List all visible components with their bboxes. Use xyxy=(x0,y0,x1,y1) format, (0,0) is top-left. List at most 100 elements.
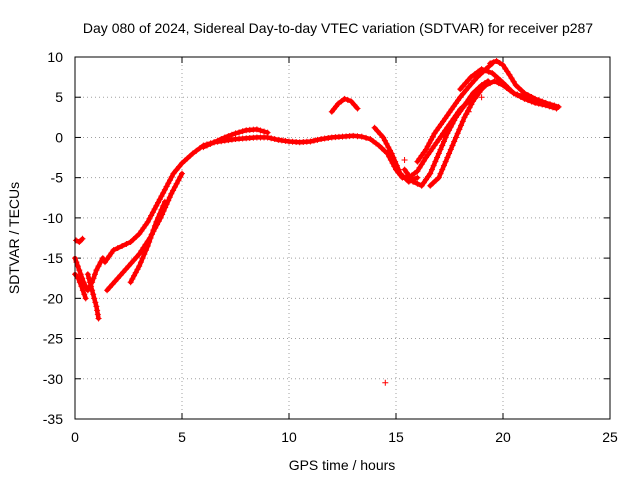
data-point xyxy=(496,60,503,67)
axis-ticks: 0 5 10 15 20 25 10 5 0 -5 -10 -15 -20 -25 -30 -35 xyxy=(43,49,618,445)
data-point xyxy=(475,68,482,75)
data-point xyxy=(517,92,524,99)
data-point xyxy=(123,241,130,248)
x-tick-label: 10 xyxy=(281,429,297,445)
data-point xyxy=(444,112,451,119)
data-point xyxy=(378,145,385,152)
data-point xyxy=(136,230,143,237)
data-point xyxy=(446,150,453,157)
data-point xyxy=(420,179,427,186)
series-arc-k xyxy=(401,78,492,189)
data-point xyxy=(446,109,453,116)
data-point xyxy=(395,166,402,173)
data-point xyxy=(449,120,456,127)
data-point xyxy=(465,96,472,103)
outlier-point xyxy=(478,94,485,101)
data-point xyxy=(318,136,325,143)
data-point xyxy=(446,127,453,134)
data-point xyxy=(440,118,447,125)
data-point xyxy=(466,104,473,111)
outlier-point xyxy=(401,156,408,163)
data-point xyxy=(430,162,437,169)
data-point xyxy=(449,142,456,149)
data-point xyxy=(512,82,519,89)
data-point xyxy=(95,263,102,270)
data-point xyxy=(457,94,464,101)
data-point xyxy=(176,163,183,170)
data-point xyxy=(106,253,113,260)
data-point xyxy=(465,77,472,84)
data-point xyxy=(268,135,275,142)
data-point xyxy=(175,177,182,184)
data-point xyxy=(392,158,399,165)
outlier-point xyxy=(382,379,389,386)
data-point xyxy=(325,134,332,141)
data-point xyxy=(429,145,436,152)
data-point xyxy=(156,196,163,203)
data-point xyxy=(94,307,101,314)
x-tick-label: 5 xyxy=(178,429,186,445)
data-point xyxy=(128,260,135,267)
data-point xyxy=(136,263,143,270)
data-point xyxy=(393,162,400,169)
series-band xyxy=(102,78,559,265)
data-point xyxy=(542,100,549,107)
data-point xyxy=(467,74,474,81)
data-point xyxy=(493,58,500,65)
data-point xyxy=(431,130,438,137)
data-point xyxy=(474,74,481,81)
data-point xyxy=(155,214,162,221)
data-point xyxy=(462,87,469,94)
data-point xyxy=(422,154,429,161)
data-point xyxy=(148,212,155,219)
data-point xyxy=(173,167,180,174)
data-point xyxy=(385,144,392,151)
y-tick-label: 10 xyxy=(47,49,63,65)
data-point xyxy=(275,136,282,143)
data-point xyxy=(490,59,497,66)
data-point xyxy=(114,275,121,282)
data-point xyxy=(539,99,546,106)
data-point xyxy=(439,142,446,149)
data-point xyxy=(506,71,513,78)
data-point xyxy=(491,78,498,85)
data-point xyxy=(505,84,512,91)
data-point xyxy=(424,143,431,150)
data-point xyxy=(203,142,210,149)
data-point xyxy=(440,162,447,169)
data-point xyxy=(278,137,285,144)
data-point xyxy=(439,166,446,173)
data-point xyxy=(428,166,435,173)
x-axis-label: GPS time / hours xyxy=(289,457,396,473)
data-point xyxy=(253,126,260,133)
data-point xyxy=(532,97,539,104)
data-point xyxy=(400,173,407,180)
x-tick-label: 20 xyxy=(495,429,511,445)
data-point xyxy=(459,83,466,90)
data-point xyxy=(117,272,124,279)
data-point xyxy=(236,129,243,136)
data-point xyxy=(76,239,83,246)
data-point xyxy=(515,84,522,91)
data-point xyxy=(476,89,483,96)
data-point xyxy=(461,102,468,109)
data-point xyxy=(214,137,221,144)
data-point xyxy=(179,170,185,177)
data-point xyxy=(410,178,417,185)
data-point xyxy=(502,82,509,89)
data-point xyxy=(363,134,370,141)
data-point xyxy=(335,100,342,107)
data-point xyxy=(528,96,535,103)
data-point xyxy=(457,86,464,93)
data-point xyxy=(414,180,421,187)
data-point xyxy=(139,255,146,262)
data-point xyxy=(452,134,459,141)
plot-frame xyxy=(74,56,611,420)
data-point xyxy=(435,124,442,131)
data-point xyxy=(338,98,345,105)
data-point xyxy=(500,79,506,86)
data-point xyxy=(130,257,137,264)
data-point xyxy=(104,256,111,263)
data-point xyxy=(232,130,239,137)
chart-title: Day 080 of 2024, Sidereal Day-to-day VTE… xyxy=(83,20,593,36)
